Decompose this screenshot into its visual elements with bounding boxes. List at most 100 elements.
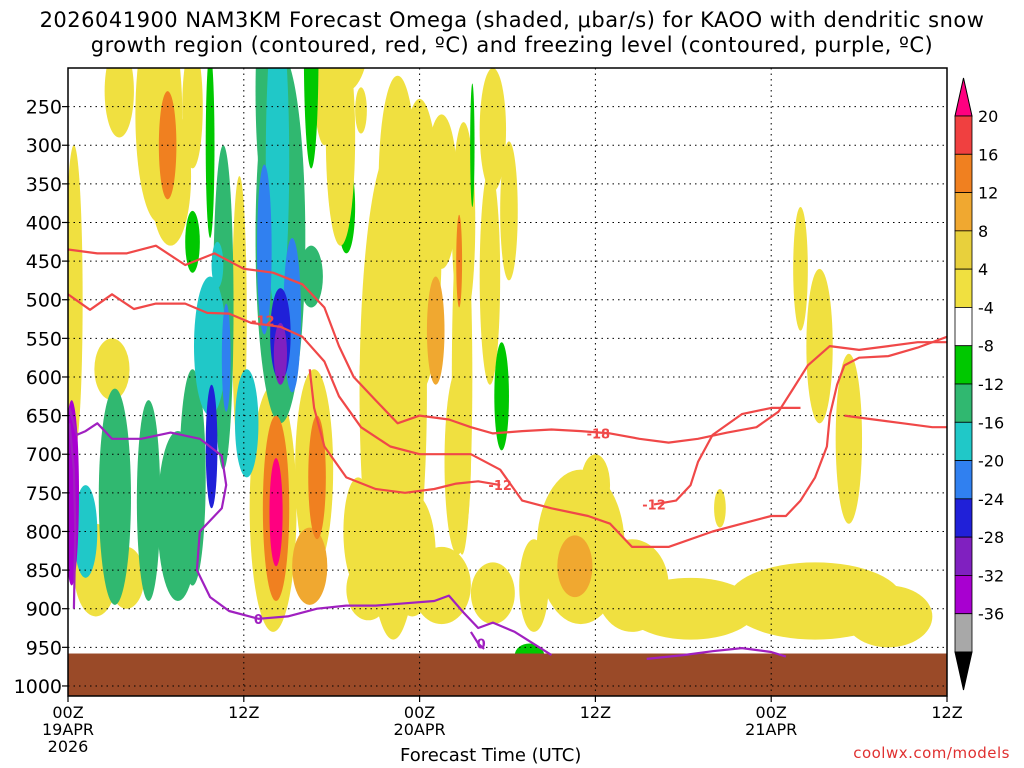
omega-region-59 [557, 535, 593, 598]
omega-region-20 [94, 338, 130, 401]
colorbar: 20 16 12 8 4 -4 -8 -12 -16 -20 -24 -28 -32 -36 [954, 77, 1004, 691]
x-axis-label: Forecast Time (UTC) [400, 745, 582, 766]
source-credit: coolwx.com/models [853, 744, 1010, 762]
omega-region-54 [98, 388, 131, 605]
y-tick-label-550: 550 [26, 328, 62, 350]
colorbar-label-11: -28 [978, 528, 1004, 547]
y-tick-label-950: 950 [26, 637, 62, 659]
colorbar-label-7: -12 [978, 375, 1004, 394]
omega-region-69 [256, 164, 272, 335]
contour-line-8 [68, 423, 77, 609]
x-tick-label-48-1: 21APR [745, 720, 797, 739]
x-tick-label-24-1: 20APR [394, 720, 446, 739]
omega-region-13 [104, 68, 134, 138]
omega-region-23 [355, 87, 367, 134]
y-tick-label-250: 250 [26, 97, 62, 119]
y-tick-label-700: 700 [26, 444, 62, 466]
colorbar-swatch-12 [954, 575, 973, 615]
colorbar-label-1: 16 [978, 145, 998, 164]
y-tick-label-450: 450 [26, 251, 62, 273]
omega-region-66 [211, 241, 224, 289]
omega-region-17 [185, 210, 200, 273]
colorbar-label-4: 4 [978, 260, 988, 279]
contour-line-6 [469, 631, 485, 650]
contour-label-3: -12 [642, 498, 666, 513]
y-tick-label-650: 650 [26, 406, 62, 428]
colorbar-label-9: -20 [978, 452, 1004, 471]
x-tick-label-0-1: 19APR [42, 720, 94, 739]
contour-label-1: -18 [587, 427, 611, 442]
contour-label-6: 0 [477, 637, 486, 652]
omega-region-67 [265, 68, 290, 316]
gridlines [67, 68, 948, 696]
x-tick-label-36-0: 12Z [580, 703, 611, 722]
contour-line-7 [646, 647, 787, 660]
x-tick-label-0-2: 2026 [48, 737, 89, 756]
colorbar-cap-top [954, 77, 973, 117]
omega-region-64 [308, 415, 326, 540]
plot-frame [67, 67, 948, 697]
omega-region-25 [325, 68, 356, 246]
pressure-axis: 250 300 350 400 450 500 550 600 650 700 750 800 850 9… [14, 97, 68, 698]
y-tick-label-600: 600 [26, 367, 62, 389]
chart-title-line-1: 2026041900 NAM3KM Forecast Omega (shaded… [39, 8, 985, 32]
omega-region-41 [388, 492, 436, 617]
omega-region-56 [426, 276, 445, 385]
contour-line-4 [844, 414, 947, 429]
colorbar-swatch-6 [954, 345, 973, 385]
contour-layer: -12 -18 -12 -12 0 0 [68, 244, 947, 660]
y-tick-label-300: 300 [26, 135, 62, 157]
omega-region-45 [835, 353, 863, 524]
contour-line-0 [68, 293, 947, 548]
y-tick-label-350: 350 [26, 174, 62, 196]
x-tick-label-60-0: 12Z [931, 703, 962, 722]
colorbar-swatch-3 [954, 230, 973, 270]
omega-region-36 [444, 369, 471, 555]
y-tick-label-500: 500 [26, 290, 62, 312]
x-tick-label-0-0: 00Z [52, 703, 83, 722]
colorbar-swatch-1 [954, 153, 973, 193]
contour-label-2: -12 [488, 479, 512, 494]
omega-region-52 [292, 527, 328, 605]
omega-region-9 [714, 488, 726, 528]
contour-line-1 [68, 244, 947, 444]
contour-line-2 [308, 369, 501, 494]
omega-region-37 [479, 68, 507, 192]
colorbar-swatch-5 [954, 307, 973, 347]
colorbar-label-13: -36 [978, 605, 1004, 624]
colorbar-swatch-7 [954, 383, 973, 423]
colorbar-swatch-8 [954, 421, 973, 461]
omega-region-53 [136, 400, 161, 601]
omega-region-63 [235, 369, 259, 478]
contour-label-5: 0 [254, 613, 263, 628]
contour-label-0: -12 [251, 315, 275, 330]
omega-region-43 [793, 207, 808, 331]
omega-region-48 [494, 342, 509, 451]
omega-region-40 [470, 83, 475, 208]
y-tick-label-850: 850 [26, 560, 62, 582]
colorbar-label-6: -8 [978, 337, 994, 356]
colorbar-swatch-10 [954, 498, 973, 538]
surface-terrain-layer [68, 653, 947, 696]
colorbar-swatch-11 [954, 536, 973, 576]
omega-region-32 [378, 75, 417, 293]
y-tick-label-1000: 1000 [14, 676, 62, 698]
omega-region-72 [205, 384, 218, 509]
colorbar-label-12: -32 [978, 566, 1004, 585]
colorbar-label-2: 12 [978, 184, 998, 203]
x-tick-label-12-0: 12Z [228, 703, 259, 722]
omega-region-47 [303, 68, 319, 169]
omega-region-38 [479, 168, 501, 385]
chart-title-line-2: growth region (contoured, red, ºC) and f… [90, 33, 934, 57]
omega-region-71 [221, 303, 231, 412]
omega-region-75 [273, 322, 288, 385]
colorbar-swatch-9 [954, 460, 973, 500]
colorbar-label-5: -4 [978, 298, 994, 317]
contour-line-5 [68, 407, 553, 657]
colorbar-cap-bottom [954, 651, 973, 691]
contour-line-3 [653, 406, 801, 506]
x-tick-label-24-0: 00Z [404, 703, 435, 722]
y-tick-label-800: 800 [26, 521, 62, 543]
